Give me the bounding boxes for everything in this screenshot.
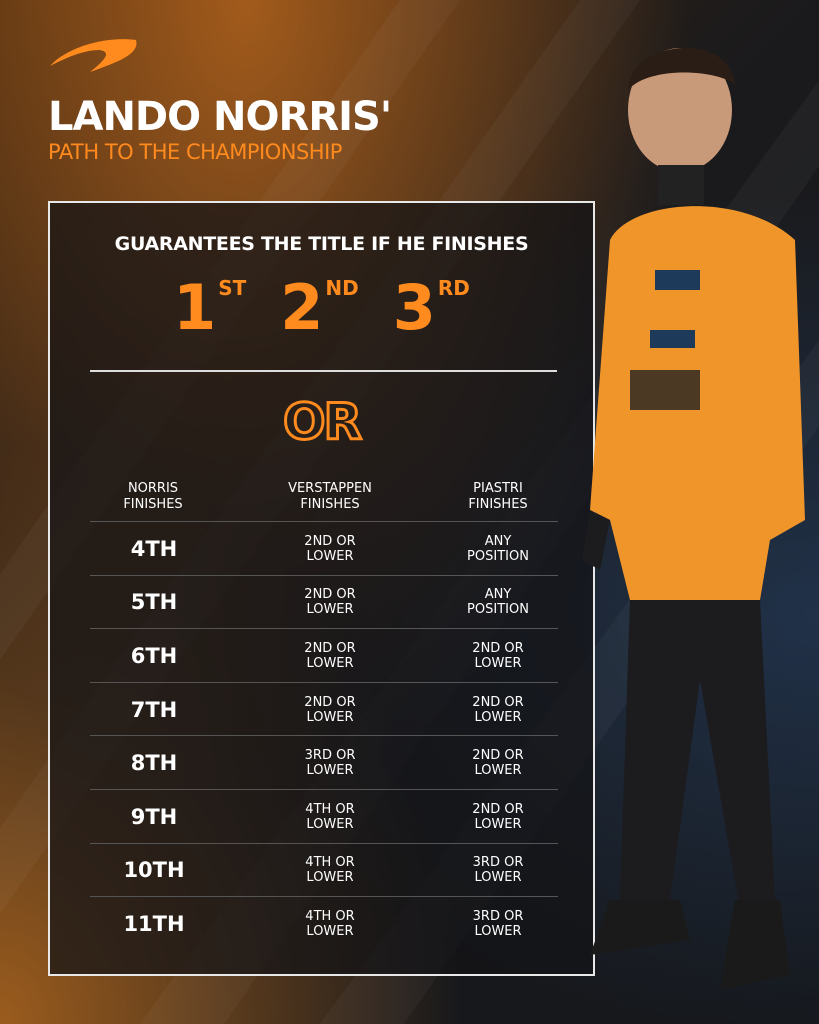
mclaren-logo-icon (50, 39, 137, 72)
guaranteed-places: 1 ST 2 ND 3 RD (50, 273, 593, 343)
column-header-piastri: PIASTRI FINISHES (468, 481, 528, 512)
norris-position: 6TH (130, 643, 178, 668)
piastri-condition: ANY POSITION (467, 587, 529, 618)
piastri-condition: 3RD OR LOWER (472, 855, 524, 886)
piastri-condition: 2ND OR LOWER (472, 694, 524, 725)
table-row: 5TH 2ND OR LOWER ANY POSITION (90, 574, 558, 629)
verstappen-condition: 2ND OR LOWER (304, 694, 356, 725)
norris-position: 4TH (130, 536, 178, 561)
place-number: 3 (392, 271, 436, 344)
place-suffix: ND (325, 276, 359, 300)
piastri-condition: 2ND OR LOWER (472, 640, 524, 671)
page-title: LANDO NORRIS' (48, 94, 392, 140)
norris-position: 8TH (130, 751, 178, 776)
place-suffix: ST (218, 276, 247, 300)
verstappen-condition: 3RD OR LOWER (304, 748, 356, 779)
verstappen-condition: 4TH OR LOWER (305, 855, 355, 886)
norris-position: 5TH (130, 590, 178, 615)
norris-position: 11TH (123, 911, 185, 936)
piastri-condition: 3RD OR LOWER (472, 908, 524, 939)
place-number: 1 (173, 271, 217, 344)
norris-position: 10TH (123, 858, 185, 883)
piastri-condition: 2ND OR LOWER (472, 801, 524, 832)
table-row: 9TH 4TH OR LOWER 2ND OR LOWER (90, 789, 558, 843)
or-label: OR (281, 392, 363, 453)
place-2nd: 2 ND (280, 273, 358, 343)
table-row: 10TH 4TH OR LOWER 3RD OR LOWER (90, 842, 558, 897)
place-3rd: 3 RD (393, 273, 470, 343)
table-row: 7TH 2ND OR LOWER 2ND OR LOWER (90, 681, 558, 736)
scenarios-panel: GUARANTEES THE TITLE IF HE FINISHES 1 ST … (48, 201, 595, 976)
table-row: 11TH 4TH OR LOWER 3RD OR LOWER (90, 896, 558, 950)
verstappen-condition: 2ND OR LOWER (304, 640, 356, 671)
column-header-norris: NORRIS FINISHES (123, 481, 183, 512)
place-1st: 1 ST (173, 273, 246, 343)
place-number: 2 (280, 271, 324, 344)
verstappen-condition: 2ND OR LOWER (304, 587, 356, 618)
guarantee-heading: GUARANTEES THE TITLE IF HE FINISHES (114, 233, 529, 255)
driver-photo (582, 47, 805, 990)
verstappen-condition: 2ND OR LOWER (304, 533, 356, 564)
verstappen-condition: 4TH OR LOWER (305, 908, 355, 939)
piastri-condition: ANY POSITION (467, 533, 529, 564)
table-row: 8TH 3RD OR LOWER 2ND OR LOWER (90, 735, 558, 789)
page-subtitle: PATH TO THE CHAMPIONSHIP (48, 140, 342, 164)
place-suffix: RD (437, 276, 470, 300)
norris-position: 9TH (130, 804, 178, 829)
table-row: 4TH 2ND OR LOWER ANY POSITION (90, 521, 558, 575)
norris-position: 7TH (130, 697, 178, 722)
verstappen-condition: 4TH OR LOWER (305, 801, 355, 832)
table-row: 6TH 2ND OR LOWER 2ND OR LOWER (90, 628, 558, 682)
divider (90, 370, 557, 372)
piastri-condition: 2ND OR LOWER (472, 748, 524, 779)
column-header-verstappen: VERSTAPPEN FINISHES (288, 481, 372, 512)
